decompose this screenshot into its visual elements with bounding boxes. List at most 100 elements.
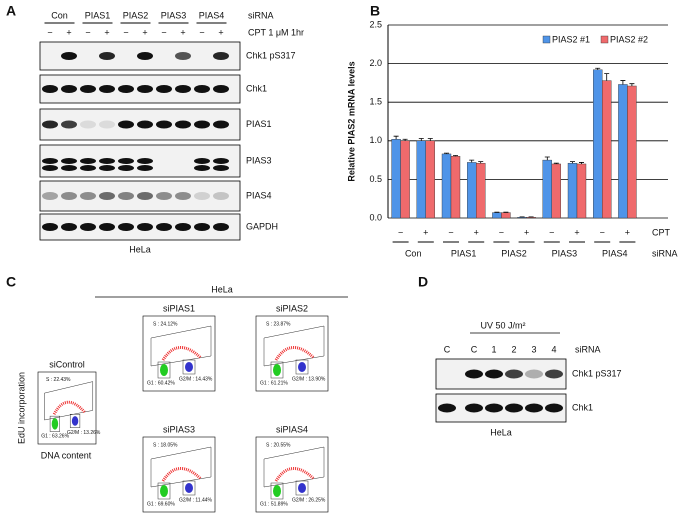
error-bar [545,157,550,160]
bar [577,164,586,218]
band [175,85,191,93]
band [194,165,210,171]
treatment-sign: − [123,27,128,37]
treatment-sign: + [104,27,109,37]
band [213,85,229,93]
band [118,192,134,200]
legend-swatch [601,36,608,43]
y-axis-label: Relative PIAS2 mRNA levels [346,61,356,181]
bar [492,213,501,218]
g2m-cluster [185,362,193,372]
g2m-cluster [185,483,193,493]
treatment-sign: + [218,27,223,37]
plot-title: siPIAS4 [276,424,308,434]
band [137,223,153,231]
band [175,192,191,200]
band [213,52,229,60]
s-percent: S : 24.12% [153,321,178,327]
plot-title: siPIAS1 [163,303,195,313]
lane-label: 4 [551,344,556,354]
error-bar [478,162,483,164]
g1-percent: G1 : 69.60% [147,501,175,507]
band [61,158,77,164]
band [194,85,210,93]
lane-label: 3 [531,344,536,354]
band [61,85,77,93]
y-tick-label: 2.5 [369,19,382,29]
g1-percent: G1 : 51.89% [260,501,288,507]
g2m-percent: G2/M : 26.25% [292,497,326,503]
band [99,192,115,200]
lane-label: C [471,344,478,354]
x-tick-label: + [423,227,428,237]
panel-letter: C [6,274,16,290]
lane-label: C [444,344,451,354]
sirna-group: PIAS4 [199,10,225,20]
band [137,192,153,200]
blot-label: GAPDH [246,221,278,231]
g1-percent: G1 : 60.42% [147,380,175,386]
x-tick-label: + [625,227,630,237]
band [42,192,58,200]
legend-swatch [543,36,550,43]
band [61,165,77,171]
panel-letter: B [370,3,380,19]
bar [501,213,510,218]
band [525,404,543,413]
band [505,370,523,379]
bar [618,84,627,218]
band [42,158,58,164]
group-label: Con [405,248,422,258]
group-label: PIAS4 [602,248,628,258]
band [194,121,210,129]
lane-label: 1 [491,344,496,354]
band [156,121,172,129]
band [80,192,96,200]
bar [568,163,577,218]
g1-cluster [52,418,58,430]
band [42,121,58,129]
blot-label: PIAS1 [246,119,272,129]
band [438,404,456,413]
band [99,121,115,129]
s-percent: S : 20.55% [266,442,291,448]
legend-label: PIAS2 #1 [552,34,590,44]
panel-letter: D [418,274,428,290]
band [213,223,229,231]
bar [442,154,451,218]
band [485,404,503,413]
band [99,165,115,171]
y-tick-label: 1.5 [369,97,382,107]
band [137,165,153,171]
plot-title: siPIAS2 [276,303,308,313]
blot-label: PIAS4 [246,190,272,200]
cell-line: HeLa [490,427,512,437]
cell-line: HeLa [211,284,233,294]
band [99,158,115,164]
sirna-group: PIAS2 [123,10,149,20]
x-tick-label: − [398,227,403,237]
band [80,165,96,171]
bar [451,156,460,218]
x-tick-label: − [549,227,554,237]
band [42,85,58,93]
treatment-sign: − [85,27,90,37]
s-percent: S : 22.43% [46,377,71,383]
band [175,121,191,129]
error-bar [595,68,600,70]
g1-cluster [160,485,168,497]
x-tick-label: − [600,227,605,237]
band [485,370,503,379]
band [213,165,229,171]
lane-label: 2 [511,344,516,354]
bar [426,141,435,218]
g2m-cluster [298,483,306,493]
error-bar [620,81,625,85]
g2m-percent: G2/M : 14.43% [179,376,213,382]
bar [467,162,476,218]
band [156,192,172,200]
g1-cluster [160,364,168,376]
band [61,52,77,60]
row-label: siRNA [652,248,678,258]
band [545,404,563,413]
